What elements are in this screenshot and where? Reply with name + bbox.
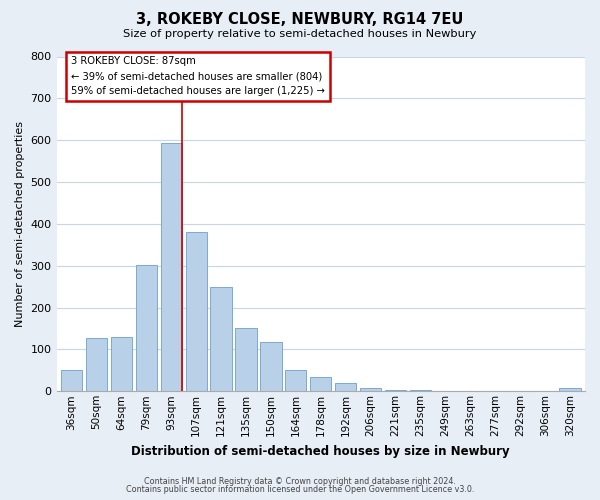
Bar	[161, 142, 182, 392]
Bar	[235, 328, 257, 392]
Bar	[410, 390, 431, 392]
Bar	[559, 388, 581, 392]
Bar	[86, 338, 107, 392]
Bar	[111, 337, 132, 392]
Bar	[310, 376, 331, 392]
Bar	[185, 232, 207, 392]
Y-axis label: Number of semi-detached properties: Number of semi-detached properties	[15, 121, 25, 327]
Text: 3 ROKEBY CLOSE: 87sqm
← 39% of semi-detached houses are smaller (804)
59% of sem: 3 ROKEBY CLOSE: 87sqm ← 39% of semi-deta…	[71, 56, 325, 96]
Text: Contains public sector information licensed under the Open Government Licence v3: Contains public sector information licen…	[126, 485, 474, 494]
Bar	[385, 390, 406, 392]
Bar	[335, 383, 356, 392]
Bar	[260, 342, 281, 392]
Bar	[61, 370, 82, 392]
Text: 3, ROKEBY CLOSE, NEWBURY, RG14 7EU: 3, ROKEBY CLOSE, NEWBURY, RG14 7EU	[136, 12, 464, 28]
Bar	[285, 370, 307, 392]
Text: Size of property relative to semi-detached houses in Newbury: Size of property relative to semi-detach…	[124, 29, 476, 39]
Bar	[211, 286, 232, 392]
Bar	[136, 265, 157, 392]
Text: Contains HM Land Registry data © Crown copyright and database right 2024.: Contains HM Land Registry data © Crown c…	[144, 477, 456, 486]
Bar	[360, 388, 381, 392]
X-axis label: Distribution of semi-detached houses by size in Newbury: Distribution of semi-detached houses by …	[131, 444, 510, 458]
